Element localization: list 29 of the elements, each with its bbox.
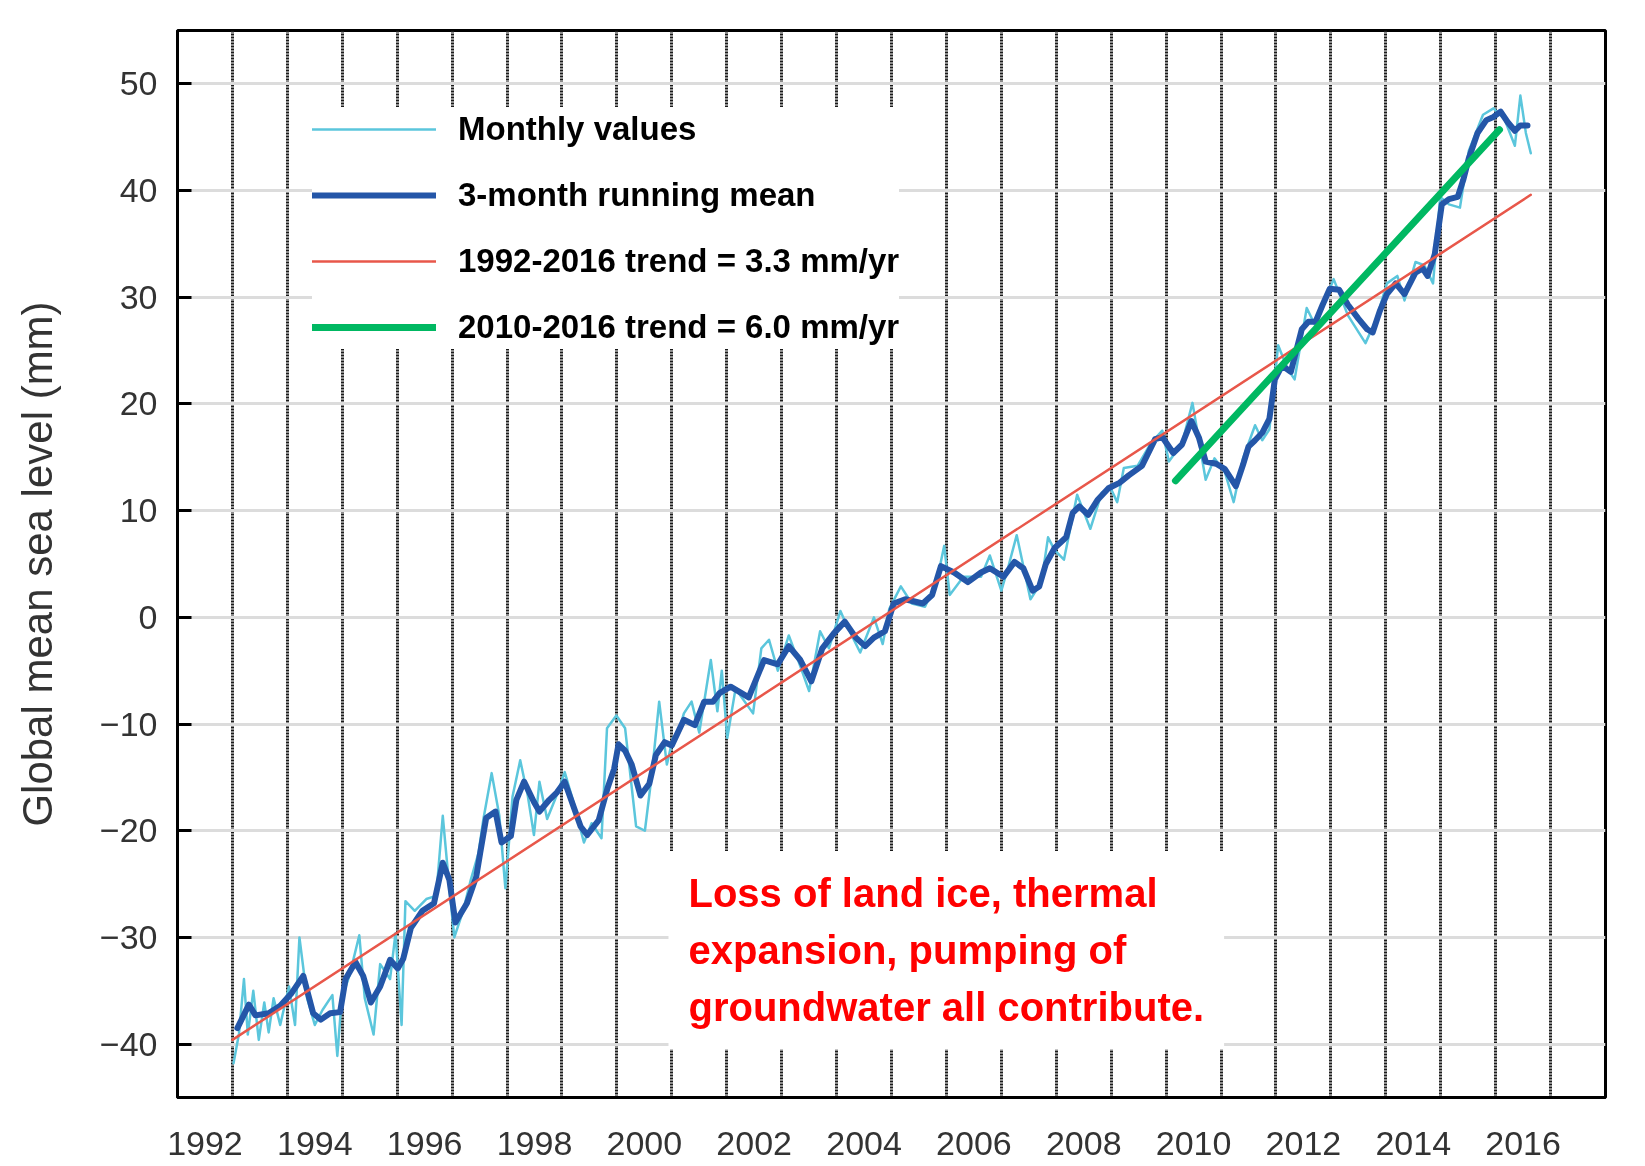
y-tick-label: −30 xyxy=(99,917,158,956)
x-tick-label: 2008 xyxy=(1045,1123,1122,1162)
x-tick-label: 2004 xyxy=(826,1123,902,1162)
x-tick-label: 2014 xyxy=(1375,1123,1452,1162)
y-tick-label: 50 xyxy=(119,64,158,103)
legend-label: 1992-2016 trend = 3.3 mm/yr xyxy=(458,241,900,281)
legend-label: Monthly values xyxy=(458,109,697,149)
legend-label: 3-month running mean xyxy=(458,175,816,215)
y-tick-label: −10 xyxy=(99,704,158,743)
y-tick-label: −40 xyxy=(99,1024,158,1063)
x-tick-label: 2006 xyxy=(936,1123,1012,1162)
x-tick-label: 2010 xyxy=(1155,1123,1232,1162)
y-tick-label: 0 xyxy=(138,597,158,636)
x-tick-label: 1994 xyxy=(276,1123,353,1162)
y-tick-label: 10 xyxy=(119,491,158,530)
x-tick-label: 2000 xyxy=(606,1123,683,1162)
y-tick-label: 30 xyxy=(119,277,158,316)
x-tick-label: 2002 xyxy=(716,1123,793,1162)
x-tick-label: 1998 xyxy=(496,1123,573,1162)
y-tick-label: 40 xyxy=(119,171,158,210)
x-tick-label: 2016 xyxy=(1485,1123,1561,1162)
x-tick-label: 1992 xyxy=(167,1123,243,1162)
y-axis-title: Global mean sea level (mm) xyxy=(13,301,61,827)
legend-label: 2010-2016 trend = 6.0 mm/yr xyxy=(458,307,900,347)
y-tick-label: −20 xyxy=(99,811,158,850)
x-tick-label: 1996 xyxy=(386,1123,463,1162)
y-tick-label: 20 xyxy=(119,384,158,423)
annotation: Loss of land ice, thermal expansion, pumping of groundwater all contribute. xyxy=(688,871,1205,1030)
x-tick-label: 2012 xyxy=(1265,1123,1342,1162)
